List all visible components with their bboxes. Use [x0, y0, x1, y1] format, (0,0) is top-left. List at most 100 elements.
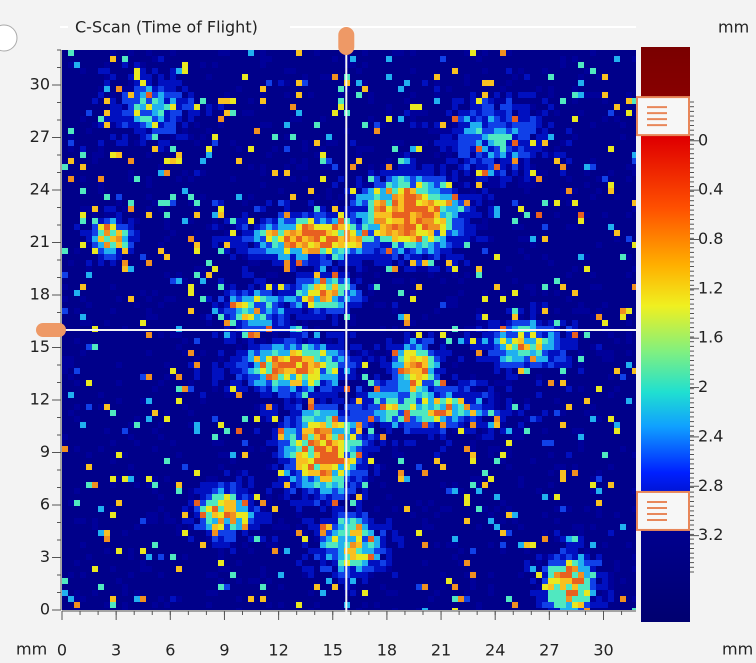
- scan-cell: [230, 218, 236, 224]
- scan-cell: [260, 506, 266, 512]
- scan-cell: [128, 50, 134, 56]
- scan-cell: [188, 200, 194, 206]
- scan-cell: [410, 116, 416, 122]
- scan-cell: [98, 584, 104, 590]
- scan-cell: [386, 566, 392, 572]
- scan-cell: [578, 572, 584, 578]
- scan-cell: [368, 206, 374, 212]
- scan-cell: [584, 572, 590, 578]
- scan-cell: [224, 584, 230, 590]
- scan-cell: [488, 170, 494, 176]
- scan-cell: [278, 302, 284, 308]
- scan-cell: [182, 86, 188, 92]
- scan-cell: [518, 344, 524, 350]
- scan-cell: [314, 470, 320, 476]
- colorbar-gate-handle[interactable]: [636, 490, 690, 531]
- scan-cell: [116, 548, 122, 554]
- scan-cell: [428, 176, 434, 182]
- scan-cell: [536, 554, 542, 560]
- scan-cell: [464, 332, 470, 338]
- scan-cell: [110, 308, 116, 314]
- scan-cell: [596, 92, 602, 98]
- scan-cell: [302, 374, 308, 380]
- scan-cell: [332, 290, 338, 296]
- scan-cell: [110, 212, 116, 218]
- scan-cell: [350, 524, 356, 530]
- scan-cell: [434, 512, 440, 518]
- scan-cell: [332, 56, 338, 62]
- scan-cell: [236, 308, 242, 314]
- scan-cell: [338, 536, 344, 542]
- scan-cell: [458, 254, 464, 260]
- scan-cell: [248, 596, 254, 602]
- scan-cell: [122, 116, 128, 122]
- scan-cell: [536, 338, 542, 344]
- scan-cell: [236, 242, 242, 248]
- scan-cell: [338, 476, 344, 482]
- cursor-x-handle[interactable]: [338, 27, 355, 55]
- scan-cell: [482, 164, 488, 170]
- scan-cell: [620, 524, 626, 530]
- scan-cell: [242, 230, 248, 236]
- scan-cell: [242, 452, 248, 458]
- scan-cell: [404, 422, 410, 428]
- scan-cell: [476, 128, 482, 134]
- scan-cell: [362, 266, 368, 272]
- scan-cell: [524, 566, 530, 572]
- scan-cell: [422, 182, 428, 188]
- scan-cell: [560, 464, 566, 470]
- scan-cell: [446, 506, 452, 512]
- scan-cell: [224, 512, 230, 518]
- scan-cell: [194, 110, 200, 116]
- scan-cell: [506, 320, 512, 326]
- scan-cell: [332, 206, 338, 212]
- scan-cell: [380, 410, 386, 416]
- scan-cell: [254, 536, 260, 542]
- scan-cell: [332, 482, 338, 488]
- colorbar-gate-handle[interactable]: [636, 96, 690, 137]
- scan-cell: [380, 524, 386, 530]
- scan-cell: [68, 392, 74, 398]
- scan-cell: [308, 476, 314, 482]
- scan-cell: [122, 476, 128, 482]
- scan-cell: [554, 572, 560, 578]
- scan-cell: [68, 128, 74, 134]
- scan-cell: [356, 92, 362, 98]
- scan-cell: [380, 194, 386, 200]
- scan-cell: [242, 500, 248, 506]
- side-button[interactable]: [0, 24, 18, 52]
- scan-cell: [542, 134, 548, 140]
- scan-cell: [380, 254, 386, 260]
- scan-cell: [242, 224, 248, 230]
- scan-cell: [194, 248, 200, 254]
- scan-cell: [428, 260, 434, 266]
- scan-cell: [614, 422, 620, 428]
- scan-cell: [152, 428, 158, 434]
- scan-cell: [560, 596, 566, 602]
- scan-cell: [326, 416, 332, 422]
- scan-cell: [464, 422, 470, 428]
- scan-cell: [446, 176, 452, 182]
- scan-cell: [596, 470, 602, 476]
- scan-cell: [494, 392, 500, 398]
- scan-cell: [458, 128, 464, 134]
- scan-cell: [362, 296, 368, 302]
- scan-cell: [404, 98, 410, 104]
- scan-cell: [134, 128, 140, 134]
- scan-cell: [290, 374, 296, 380]
- scan-cell: [470, 410, 476, 416]
- scan-cell: [350, 56, 356, 62]
- cursor-y-handle[interactable]: [36, 323, 66, 337]
- scan-cell: [356, 254, 362, 260]
- scan-cell: [512, 74, 518, 80]
- scan-cell: [350, 296, 356, 302]
- scan-cell: [164, 236, 170, 242]
- scan-cell: [260, 356, 266, 362]
- scan-cell: [410, 242, 416, 248]
- scan-cell: [320, 236, 326, 242]
- scan-cell: [80, 68, 86, 74]
- scan-cell: [578, 536, 584, 542]
- scan-cell: [134, 116, 140, 122]
- scan-cell: [254, 254, 260, 260]
- scan-cell: [338, 194, 344, 200]
